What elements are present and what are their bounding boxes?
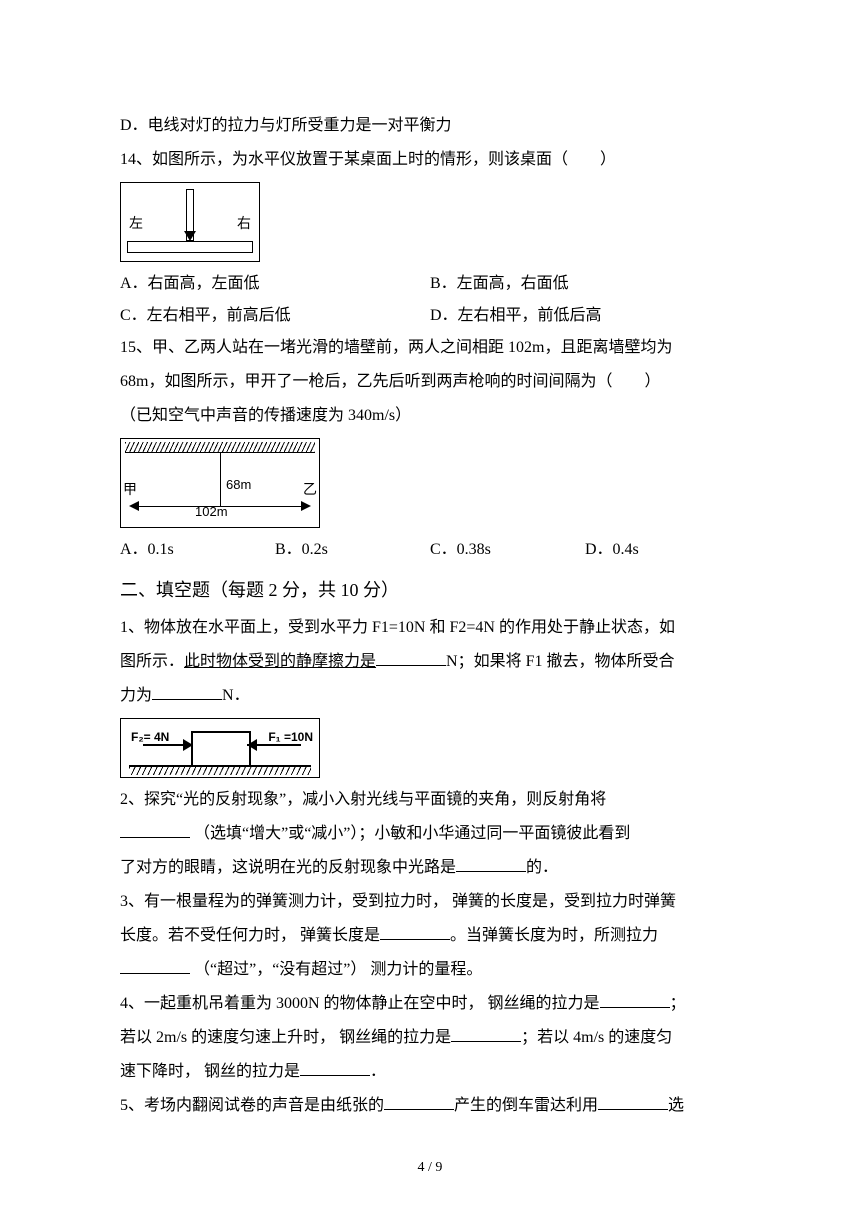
q15-fig-jia: 甲 <box>123 477 137 505</box>
fill-4-blank-1 <box>600 992 670 1008</box>
q15-options: A．0.1s B．0.2s C．0.38s D．0.4s <box>120 534 740 566</box>
q13-option-d: D．电线对灯的拉力与灯所受重力是一对平衡力 <box>120 110 740 142</box>
fill-1-line-c: 力为 N． <box>120 680 740 712</box>
fill-1-line-b: 图所示．此时物体受到的静摩擦力是 N；如果将 F1 撤去，物体所受合 <box>120 646 740 678</box>
q14-options-row2: C．左右相平，前高后低 D．左右相平，前低后高 <box>120 300 740 332</box>
q15-fig-68m: 68m <box>226 472 251 498</box>
fill-3-b2: 。当弹簧长度为时，所测拉力 <box>450 927 658 944</box>
fill-4-b1: 若以 2m/s 的速度匀速上升时， 钢丝绳的拉力是 <box>120 1029 451 1046</box>
fill-5-a3: 选 <box>668 1097 684 1114</box>
q14-fig-right-label: 右 <box>237 211 251 239</box>
fill-1-fig-f1-label: F₁ =10N <box>268 725 313 749</box>
q15-stem-1: 15、甲、乙两人站在一堵光滑的墙壁前，两人之间相距 102m，且距离墙壁均为 <box>120 332 740 364</box>
fill-1-c1: 力为 <box>120 687 152 704</box>
fill-4-a2: ； <box>670 995 686 1012</box>
fill-2-blank-1 <box>120 822 190 838</box>
fill-4-b2: ；若以 4m/s 的速度匀 <box>521 1029 672 1046</box>
q15-fig-yi: 乙 <box>303 477 317 505</box>
fill-3-b1: 长度。若不受任何力时， 弹簧长度是 <box>120 927 380 944</box>
q14-stem: 14、如图所示，为水平仪放置于某桌面上时的情形，则该桌面（ ） <box>120 144 740 176</box>
fill-1-b1: 图所示． <box>120 653 184 670</box>
fill-1-fig-f2-label: F₂= 4N <box>131 725 169 749</box>
fill-3-line-a: 3、有一根量程为的弹簧测力计，受到拉力时， 弹簧的长度是，受到拉力时弹簧 <box>120 886 740 918</box>
fill-5-a1: 5、考场内翻阅试卷的声音是由纸张的 <box>120 1097 384 1114</box>
fill-4-line-c: 速下降时， 钢丝的拉力是 ． <box>120 1056 740 1088</box>
fill-1-figure: F₂= 4N F₁ =10N <box>120 718 320 778</box>
fill-1-blank-1 <box>376 650 446 666</box>
fill-5-a2: 产生的倒车雷达利用 <box>454 1097 598 1114</box>
fill-3-blank-1 <box>380 924 450 940</box>
q14-options-row1: A．右面高，左面低 B．左面高，右面低 <box>120 268 740 300</box>
fill-2-c1: 了对方的眼睛，这说明在光的反射现象中光路是 <box>120 859 456 876</box>
fill-4-blank-2 <box>451 1026 521 1042</box>
fill-2-b: （选填“增大”或“减小”）；小敏和小华通过同一平面镜彼此看到 <box>190 825 630 842</box>
q14-option-a: A．右面高，左面低 <box>120 268 430 300</box>
fill-2-line-a: 2、探究“光的反射现象”，减小入射光线与平面镜的夹角，则反射角将 <box>120 784 740 816</box>
fill-2-line-b: （选填“增大”或“减小”）；小敏和小华通过同一平面镜彼此看到 <box>120 818 740 850</box>
fill-2-blank-2 <box>456 856 526 872</box>
fill-2-c2: 的． <box>526 859 558 876</box>
fill-4-line-b: 若以 2m/s 的速度匀速上升时， 钢丝绳的拉力是 ；若以 4m/s 的速度匀 <box>120 1022 740 1054</box>
fill-4-line-a: 4、一起重机吊着重为 3000N 的物体静止在空中时， 钢丝绳的拉力是 ； <box>120 988 740 1020</box>
fill-3-line-b: 长度。若不受任何力时， 弹簧长度是 。当弹簧长度为时，所测拉力 <box>120 920 740 952</box>
q15-fig-102m: 102m <box>195 499 228 525</box>
q14-option-d: D．左右相平，前低后高 <box>430 300 740 332</box>
fill-4-blank-3 <box>300 1060 370 1076</box>
fill-5-blank-2 <box>598 1094 668 1110</box>
q14-fig-left-label: 左 <box>129 211 143 239</box>
fill-4-a1: 4、一起重机吊着重为 3000N 的物体静止在空中时， 钢丝绳的拉力是 <box>120 995 600 1012</box>
fill-1-b2-underlined: 此时物体受到的静摩擦力是 <box>184 653 376 670</box>
section-2-heading: 二、填空题（每题 2 分，共 10 分） <box>120 572 740 608</box>
fill-1-b3: N；如果将 F1 撤去，物体所受合 <box>446 653 674 670</box>
q15-option-b: B．0.2s <box>275 534 430 566</box>
fill-5-blank-1 <box>384 1094 454 1110</box>
q14-figure: 左 右 <box>120 182 260 262</box>
fill-2-line-c: 了对方的眼睛，这说明在光的反射现象中光路是 的． <box>120 852 740 884</box>
q14-option-c: C．左右相平，前高后低 <box>120 300 430 332</box>
fill-1-line-a: 1、物体放在水平面上，受到水平力 F1=10N 和 F2=4N 的作用处于静止状… <box>120 612 740 644</box>
fill-3-c: （“超过”，“没有超过”） 测力计的量程。 <box>190 961 482 978</box>
fill-5-line-a: 5、考场内翻阅试卷的声音是由纸张的 产生的倒车雷达利用 选 <box>120 1090 740 1122</box>
fill-3-line-c: （“超过”，“没有超过”） 测力计的量程。 <box>120 954 740 986</box>
q15-stem-3: （已知空气中声音的传播速度为 340m/s） <box>120 400 740 432</box>
q14-option-b: B．左面高，右面低 <box>430 268 740 300</box>
page-number: 4 / 9 <box>0 1160 860 1176</box>
fill-1-blank-2 <box>152 684 222 700</box>
q15-option-a: A．0.1s <box>120 534 275 566</box>
fill-3-blank-2 <box>120 958 190 974</box>
q15-stem-2: 68m，如图所示，甲开了一枪后，乙先后听到两声枪响的时间间隔为（ ） <box>120 366 740 398</box>
fill-1-c2: N． <box>222 687 250 704</box>
q15-option-d: D．0.4s <box>585 534 740 566</box>
q15-option-c: C．0.38s <box>430 534 585 566</box>
fill-4-c1: 速下降时， 钢丝的拉力是 <box>120 1063 300 1080</box>
fill-4-c2: ． <box>370 1063 386 1080</box>
q15-figure: 68m 102m 甲 乙 <box>120 438 320 528</box>
